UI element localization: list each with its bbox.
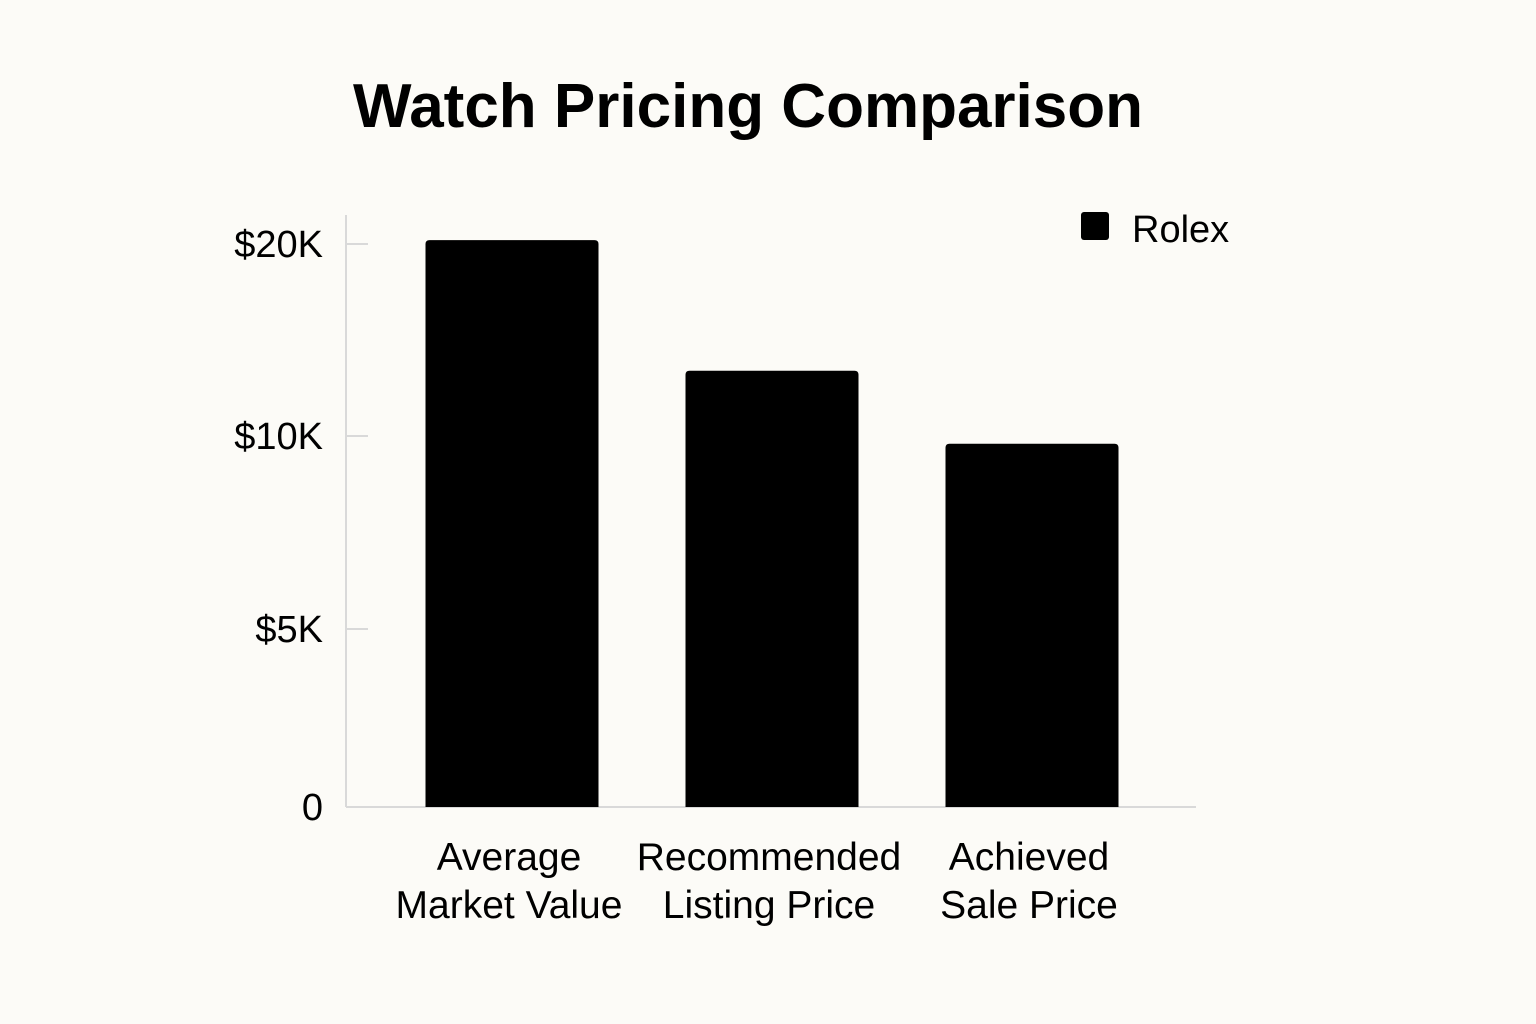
x-category-label: Listing Price: [663, 884, 875, 927]
legend-swatch-rolex: [1081, 212, 1109, 240]
y-tick-label: $5K: [255, 609, 323, 651]
y-tick-label: 0: [302, 787, 323, 829]
bar-1: [685, 370, 859, 807]
legend-label-rolex: Rolex: [1132, 209, 1229, 251]
y-tick-label: $20K: [234, 224, 323, 266]
x-category-label: Sale Price: [940, 884, 1118, 927]
legend: Rolex: [1081, 209, 1229, 251]
bar-0: [425, 240, 599, 807]
x-category-label: Recommended: [637, 836, 901, 879]
x-category-label: Achieved: [949, 836, 1109, 879]
chart-title: Watch Pricing Comparison: [353, 72, 1143, 141]
x-category-label: Market Value: [396, 884, 623, 927]
y-tick-label: $10K: [234, 416, 323, 458]
bar-2: [945, 443, 1119, 807]
x-category-label: Average: [437, 836, 582, 879]
